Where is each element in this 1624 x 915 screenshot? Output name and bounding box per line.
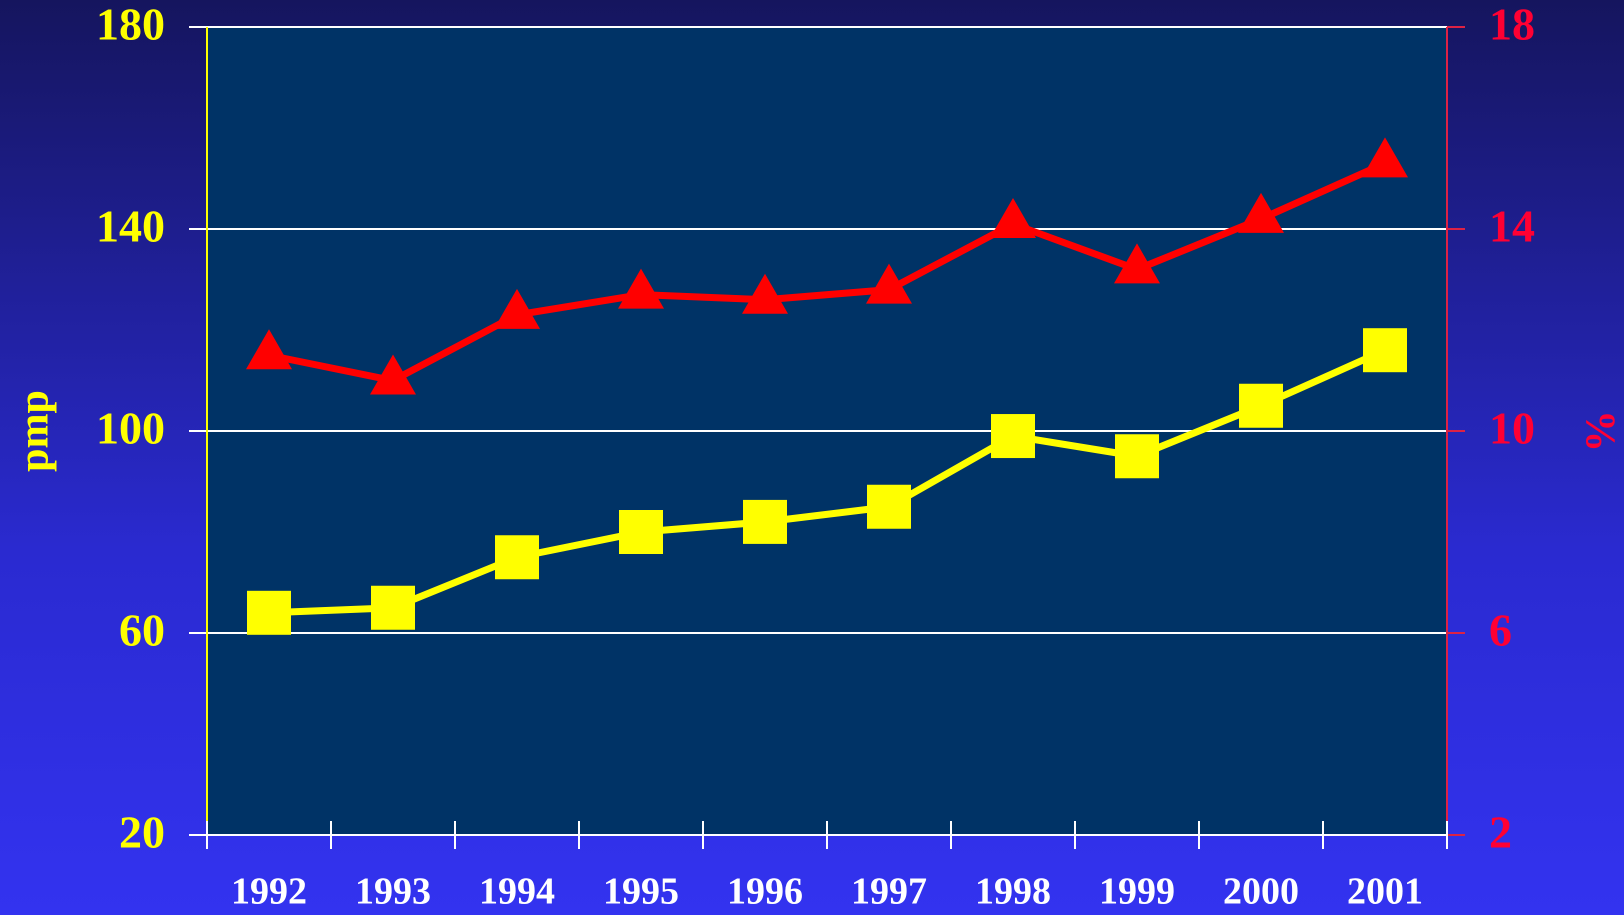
triangle-marker [866,263,912,304]
y-axis-label: pmp [12,390,58,472]
square-marker [1115,434,1159,479]
y-tick-label: 20 [119,807,165,858]
x-tick-label: 2000 [1223,871,1299,913]
x-tick-label: 1992 [231,871,307,913]
square-marker [371,585,415,630]
y-tick-label: 100 [96,403,165,454]
x-tick-label: 1993 [355,871,431,913]
x-tick-label: 1994 [479,871,555,913]
square-marker [743,499,787,544]
square-marker [991,414,1035,459]
x-tick-label: 2001 [1347,871,1423,913]
triangle-marker [494,288,540,329]
square-marker [1363,328,1407,373]
triangle-marker [1362,137,1408,178]
square-marker [619,510,663,554]
triangle-marker [246,329,292,370]
triangle-marker [1114,243,1160,284]
triangle-marker [1238,192,1284,233]
series-line [268,160,1387,384]
square-marker [867,484,911,529]
y2-tick-label: 18 [1489,0,1535,50]
series-line [268,347,1387,617]
triangle-marker [618,268,664,309]
y2-tick-label: 10 [1489,403,1535,454]
x-tick-label: 1997 [851,871,927,913]
triangle-marker [742,273,788,314]
y-tick-label: 180 [96,0,165,50]
triangle-marker [370,354,416,395]
x-tick-label: 1998 [975,871,1051,913]
x-tick-label: 1995 [603,871,679,913]
x-tick-label: 1999 [1099,871,1175,913]
y2-tick-label: 2 [1489,807,1512,858]
y2-axis-label: % [1576,410,1622,452]
square-marker [1239,383,1283,428]
square-marker [247,590,291,635]
y2-tick-label: 14 [1489,201,1535,252]
y2-tick-label: 6 [1489,605,1512,656]
y-tick-label: 60 [119,605,165,656]
x-tick-label: 1996 [727,871,803,913]
triangle-marker [990,197,1036,238]
y-tick-label: 140 [96,201,165,252]
square-marker [495,535,539,580]
